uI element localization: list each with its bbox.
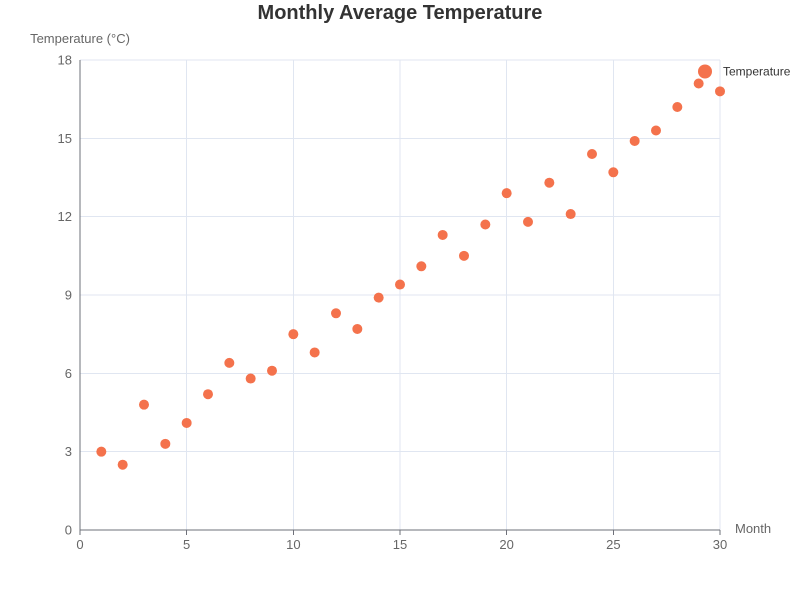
x-tick-label: 25 [606,537,620,552]
tick-labels: 0 3 6 9 12 15 18 0 5 10 15 20 25 30 [58,53,728,553]
y-tick-label: 6 [65,366,72,381]
data-point[interactable] [288,329,299,340]
axes [79,60,721,535]
data-point[interactable] [331,308,341,319]
data-point[interactable] [352,323,363,334]
data-point[interactable] [224,357,235,368]
data-point[interactable] [565,209,576,220]
data-points[interactable] [96,78,725,470]
y-tick-label: 18 [58,53,72,68]
x-axis-label: Month [735,521,771,536]
data-point[interactable] [587,149,597,159]
data-point[interactable] [203,389,213,400]
x-tick-label: 20 [499,537,513,552]
data-point[interactable] [245,373,256,384]
grid [80,59,721,530]
data-point[interactable] [117,459,128,470]
data-point[interactable] [629,135,640,146]
data-point[interactable] [437,229,448,240]
x-tick-label: 10 [286,537,300,552]
data-point[interactable] [181,417,192,428]
x-tick-label: 15 [393,537,407,552]
data-point[interactable] [395,279,405,290]
data-point[interactable] [373,292,384,303]
x-tick-label: 5 [183,537,190,552]
y-tick-label: 12 [58,209,72,224]
data-point[interactable] [96,446,107,457]
y-tick-label: 9 [65,288,72,303]
y-axis-label: Temperature (°C) [30,31,130,46]
legend-label-temperature[interactable]: Temperature [723,65,791,79]
data-point[interactable] [501,188,512,199]
data-point[interactable] [480,219,491,230]
y-tick-label: 0 [65,523,72,538]
legend[interactable]: Temperature [698,64,791,79]
data-point[interactable] [523,216,533,227]
data-point[interactable] [651,125,661,136]
data-point[interactable] [544,177,555,188]
data-point[interactable] [459,250,469,261]
data-point[interactable] [608,167,619,178]
x-tick-label: 30 [713,537,727,552]
data-point[interactable] [267,365,277,376]
data-point[interactable] [715,86,725,97]
y-tick-label: 15 [58,131,72,146]
data-point[interactable] [309,347,320,358]
data-point[interactable] [160,438,171,449]
data-point[interactable] [672,102,683,112]
chart-title: Monthly Average Temperature [258,2,543,24]
data-point[interactable] [139,399,149,410]
legend-marker-temperature[interactable] [698,64,712,79]
x-tick-label: 0 [76,537,83,552]
data-point[interactable] [416,261,427,272]
data-point[interactable] [693,78,704,89]
y-tick-label: 3 [65,444,72,459]
